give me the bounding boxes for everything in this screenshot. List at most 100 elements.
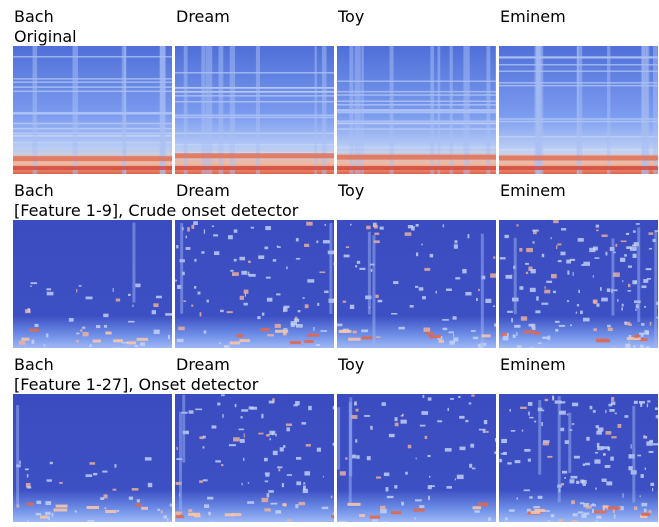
- activation: [606, 481, 613, 486]
- onset: [645, 46, 648, 174]
- column-label: Bach: [14, 181, 54, 200]
- bass: [304, 339, 314, 343]
- activation: [418, 287, 424, 291]
- activation: [536, 296, 539, 301]
- harmonic: [175, 116, 334, 119]
- harmonic: [337, 100, 496, 103]
- activation: [191, 224, 195, 229]
- activation: [366, 225, 371, 230]
- activation: [559, 410, 566, 415]
- spectrogram: [13, 220, 172, 348]
- activation: [519, 248, 523, 252]
- activation: [45, 501, 52, 506]
- activation: [379, 226, 384, 230]
- activation: [526, 247, 533, 253]
- activation: [370, 425, 373, 430]
- activation: [322, 475, 324, 478]
- activation: [537, 342, 542, 345]
- activation: [605, 431, 612, 435]
- activation: [183, 300, 187, 303]
- activation: [648, 510, 652, 514]
- activation: [167, 334, 170, 340]
- activation: [47, 516, 50, 521]
- activation: [510, 430, 516, 432]
- activation: [290, 321, 298, 326]
- activation: [595, 487, 597, 490]
- activation: [595, 224, 600, 228]
- activation: [583, 317, 590, 322]
- activation: [185, 247, 191, 250]
- bass: [425, 331, 433, 335]
- activation: [524, 448, 531, 452]
- activation: [380, 508, 387, 514]
- onset: [611, 238, 615, 316]
- activation: [286, 427, 290, 432]
- activation: [472, 336, 479, 340]
- activation: [454, 240, 458, 244]
- activation: [24, 468, 29, 471]
- activation: [525, 262, 529, 265]
- activation: [176, 446, 178, 450]
- activation: [305, 444, 311, 447]
- bass: [347, 502, 361, 506]
- activation: [203, 229, 206, 234]
- activation: [424, 267, 431, 271]
- activation: [244, 292, 247, 297]
- activation: [435, 290, 437, 294]
- bass: [21, 337, 30, 341]
- activation: [264, 472, 270, 475]
- activation: [557, 243, 562, 246]
- activation: [160, 510, 163, 514]
- activation: [240, 416, 243, 419]
- activation: [494, 323, 496, 327]
- activation: [470, 443, 475, 448]
- spectrogram: [175, 220, 334, 348]
- activation: [628, 323, 632, 326]
- activation: [453, 333, 455, 337]
- bass: [230, 513, 242, 517]
- activation: [511, 318, 513, 323]
- spectrogram-bg: [337, 220, 496, 348]
- activation: [239, 295, 244, 300]
- activation: [261, 497, 269, 503]
- activation: [560, 427, 565, 432]
- activation: [80, 329, 83, 332]
- activation: [247, 482, 250, 484]
- activation: [622, 493, 624, 498]
- activation: [320, 330, 328, 332]
- activation: [422, 394, 425, 398]
- bass: [472, 506, 482, 510]
- activation: [333, 263, 334, 265]
- activation: [462, 268, 467, 274]
- bass: [275, 329, 289, 333]
- activation: [639, 495, 641, 498]
- activation: [615, 243, 618, 247]
- activation: [134, 344, 139, 348]
- activation: [628, 454, 635, 459]
- bass: [13, 156, 172, 162]
- activation: [640, 334, 644, 337]
- activation: [364, 415, 371, 417]
- activation: [607, 327, 613, 332]
- activation: [211, 425, 217, 429]
- activation: [449, 340, 455, 345]
- activation: [544, 398, 549, 402]
- activation: [194, 286, 197, 289]
- bass: [26, 502, 34, 506]
- activation: [234, 403, 237, 408]
- activation: [269, 430, 276, 435]
- spectrogram-bg: [13, 220, 172, 348]
- activation: [165, 313, 172, 316]
- activation: [442, 224, 445, 228]
- activation: [632, 253, 637, 258]
- activation: [103, 313, 109, 318]
- activation: [394, 417, 398, 422]
- activation: [633, 242, 639, 247]
- activation: [452, 316, 457, 320]
- activation: [233, 229, 238, 233]
- activation: [529, 347, 534, 348]
- column-label: Bach: [14, 7, 54, 26]
- activation: [375, 294, 379, 298]
- column-label: Toy: [337, 7, 364, 26]
- activation: [552, 396, 555, 401]
